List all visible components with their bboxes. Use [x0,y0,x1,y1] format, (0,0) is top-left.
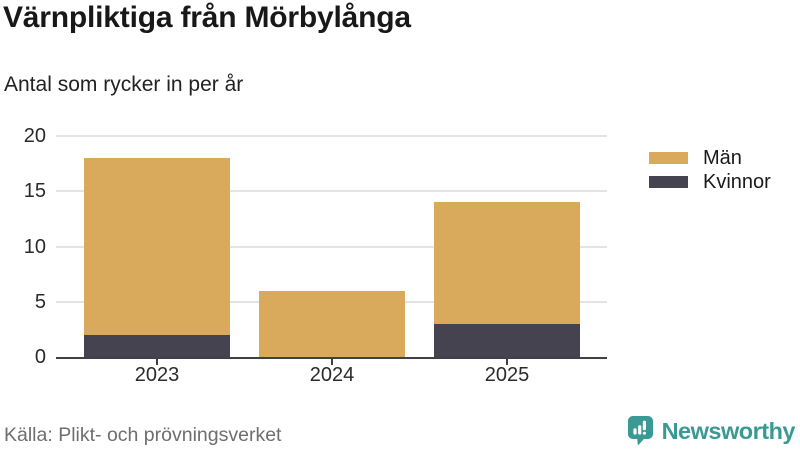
x-axis-label-2023: 2023 [134,364,180,386]
y-axis-label-20: 20 [23,125,46,147]
y-axis-label-5: 5 [34,290,46,313]
newsworthy-bars-icon [627,416,653,446]
bar-segment-kvinnor-2023 [84,334,230,357]
x-axis-tick-2023 [156,359,158,365]
x-axis-label-2024: 2024 [309,364,355,386]
legend-item-män: Män [649,146,771,170]
x-axis-tick-2024 [331,359,333,365]
newsworthy-logo: Newsworthy [627,416,796,446]
legend-label-kvinnor: Kvinnor [703,170,771,193]
y-axis-label-0: 0 [34,346,46,368]
bar-segment-män-2025 [434,202,580,324]
bar-segment-kvinnor-2025 [434,323,580,357]
source-note: Källa: Plikt- och prövningsverket [4,424,282,446]
gridline-y15 [56,190,607,193]
gridline-y20 [56,135,607,137]
newsworthy-wordmark: Newsworthy [661,417,796,444]
chart-subtitle: Antal som rycker in per år [4,73,244,96]
legend-label-män: Män [703,146,742,169]
x-axis-line [56,356,607,359]
y-axis-label-15: 15 [23,180,46,203]
x-axis-label-2025: 2025 [484,364,530,386]
bar-segment-män-2024 [259,290,405,357]
x-axis-tick-2025 [506,359,508,365]
y-axis-label-10: 10 [23,235,46,258]
gridline-y10 [56,245,607,248]
legend-swatch-män [649,152,688,164]
legend-item-kvinnor: Kvinnor [649,170,771,194]
legend-swatch-kvinnor [649,176,688,188]
chart-title: Värnpliktiga från Mörbylånga [3,1,411,34]
bar-segment-män-2023 [84,158,230,335]
legend: Män Kvinnor [649,146,771,194]
